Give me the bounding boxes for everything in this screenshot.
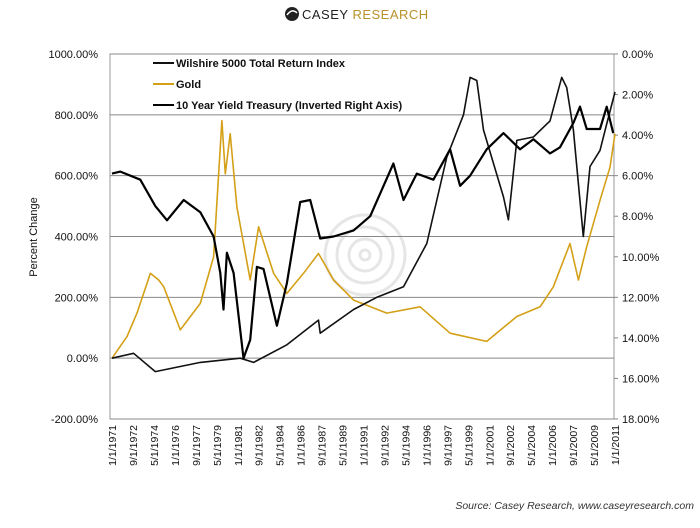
x-tick-label: 5/1/1979 <box>212 425 224 466</box>
y2-tick-label: 8.00% <box>622 211 653 223</box>
y2-tick-label: 12.00% <box>622 292 660 304</box>
x-tick-label: 1/1/1981 <box>233 425 245 466</box>
source-note: Source: Casey Research, www.caseyresearc… <box>455 500 694 512</box>
y2-tick-label: 16.00% <box>622 373 660 385</box>
x-tick-label: 5/1/1989 <box>338 425 350 466</box>
y2-tick-label: 14.00% <box>622 333 660 345</box>
y-axis-right: 0.00% 2.00% 4.00% 6.00% 8.00% 10.00% 12.00% 14.… <box>614 49 660 426</box>
legend: Wilshire 5000 Total Return Index Gold 10 Y… <box>153 58 403 112</box>
logo-swirl-highlight <box>286 10 298 16</box>
y-tick-label: 800.00% <box>55 110 99 122</box>
y-tick-label: 200.00% <box>55 292 99 304</box>
y-tick-label: -200.00% <box>51 414 98 426</box>
x-tick-label: 9/1/1982 <box>254 425 266 466</box>
series-lines <box>111 76 616 373</box>
x-tick-label: 9/1/1992 <box>379 425 391 466</box>
y2-tick-label: 18.00% <box>622 414 660 426</box>
series-line-gold <box>111 119 616 359</box>
y-tick-label: 1000.00% <box>48 49 98 61</box>
x-tick-label: 1/1/2011 <box>610 425 622 465</box>
y-tick-label: 600.00% <box>55 171 99 183</box>
logo-text-research: RESEARCH <box>352 7 428 22</box>
x-tick-label: 5/1/2004 <box>526 425 538 466</box>
x-tick-label: 1/1/1991 <box>359 425 371 466</box>
y-axis-title: Percent Change <box>28 197 40 277</box>
gridlines <box>110 53 614 420</box>
series-line-wilshire <box>111 76 616 373</box>
x-tick-label: 5/1/2009 <box>589 425 601 466</box>
logo-text-casey: CASEY <box>302 7 352 22</box>
casey-research-logo: CASEY RESEARCH <box>285 7 429 22</box>
x-tick-label: 5/1/1994 <box>400 425 412 466</box>
legend-label: Gold <box>176 79 201 91</box>
y-axis-left: 1000.00% 800.00% 600.00% 400.00% 200.00% 0.00… <box>48 49 98 426</box>
x-tick-label: 9/1/1987 <box>317 425 329 466</box>
x-tick-label: 5/1/1974 <box>149 425 161 466</box>
y2-tick-label: 10.00% <box>622 252 660 264</box>
y2-tick-label: 2.00% <box>622 90 653 102</box>
logo-text: CASEY RESEARCH <box>302 7 429 22</box>
legend-label: Wilshire 5000 Total Return Index <box>176 58 346 70</box>
y2-tick-label: 4.00% <box>622 130 653 142</box>
x-tick-label: 1/1/1996 <box>421 425 433 466</box>
x-tick-label: 1/1/1986 <box>296 425 308 466</box>
legend-label: 10 Year Yield Treasury (Inverted Right A… <box>176 100 403 112</box>
y2-tick-label: 6.00% <box>622 171 653 183</box>
x-tick-label: 9/1/1972 <box>128 425 140 466</box>
x-tick-label: 1/1/1971 <box>107 425 119 466</box>
series-line-treasury <box>111 105 615 360</box>
y-tick-label: 0.00% <box>67 353 98 365</box>
x-tick-label: 5/1/1984 <box>275 425 287 466</box>
x-tick-label: 5/1/1999 <box>463 425 475 466</box>
x-tick-label: 1/1/2001 <box>484 425 496 466</box>
x-tick-label: 1/1/2006 <box>547 425 559 466</box>
x-tick-label: 9/1/2007 <box>568 425 580 466</box>
x-tick-label: 9/1/1977 <box>191 425 203 466</box>
y-tick-label: 400.00% <box>55 232 99 244</box>
y2-tick-label: 0.00% <box>622 49 653 61</box>
x-axis: 1/1/1971 9/1/1972 5/1/1974 1/1/1976 9/1/1977… <box>107 425 622 466</box>
logo-swirl-icon <box>285 7 299 21</box>
x-tick-label: 9/1/1997 <box>442 425 454 466</box>
x-tick-label: 1/1/1976 <box>170 425 182 466</box>
x-tick-label: 9/1/2002 <box>505 425 517 466</box>
watermark-icon <box>323 213 407 297</box>
